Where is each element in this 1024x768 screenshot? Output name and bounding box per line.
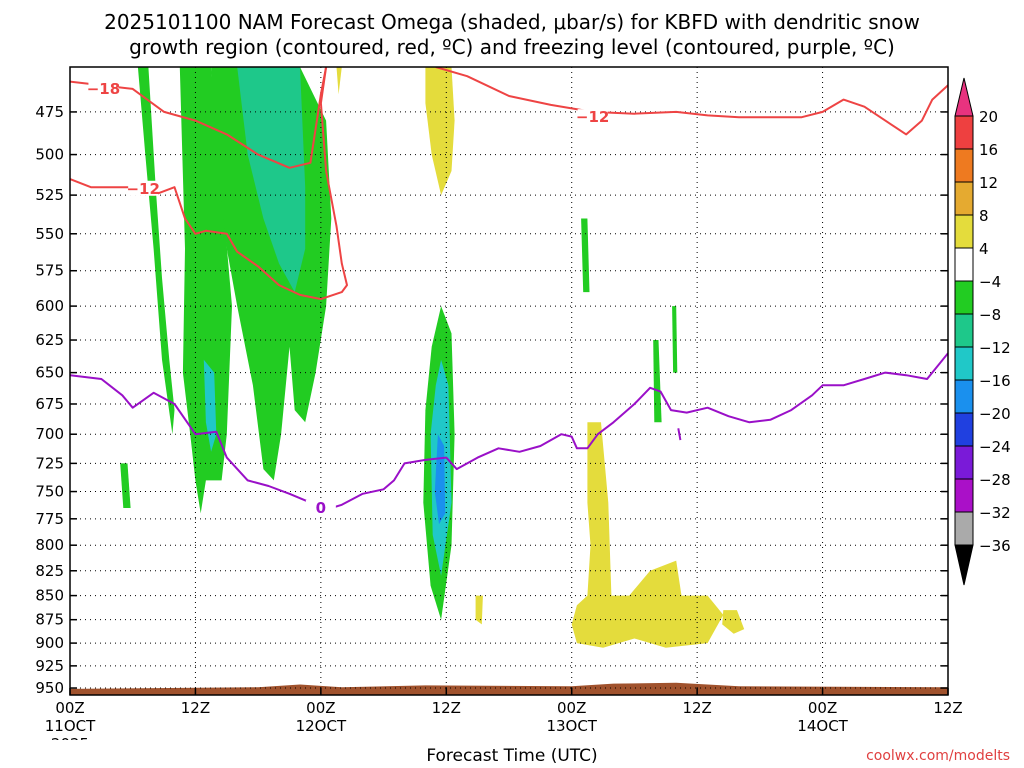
colorbar-label: −8 (979, 306, 1001, 324)
colorbar-label: −20 (979, 405, 1011, 423)
purple-contour-label: 0 (316, 499, 326, 517)
x-tick-label: 12OCT (296, 717, 347, 735)
x-tick-label: 12Z (682, 699, 711, 717)
colorbar-label: −32 (979, 504, 1011, 522)
y-tick-label: 525 (35, 186, 64, 204)
x-tick-label: 00Z (55, 699, 84, 717)
y-tick-label: 700 (35, 425, 64, 443)
colorbar-label: 8 (979, 207, 989, 225)
y-tick-label: 950 (35, 679, 64, 697)
chart-canvas: −18 −12 −12 0 475 500 525 550 575 600 625 650 675 70… (35, 66, 1011, 740)
y-tick-label: 825 (35, 562, 64, 580)
x-tick-label: 12Z (933, 699, 962, 717)
x-tick-label: 12Z (181, 699, 210, 717)
red-contour-label: −18 (87, 80, 120, 98)
purple-contour-1 (677, 428, 682, 441)
x-tick-label: 2025 (51, 735, 89, 740)
y-tick-label: 650 (35, 364, 64, 382)
purple-contour-0 (70, 352, 948, 509)
red-contour-0 (70, 67, 328, 169)
colorbar-label: −16 (979, 372, 1011, 390)
x-tick-label: 12Z (432, 699, 461, 717)
x-tick-label: 11OCT (45, 717, 96, 735)
colorbar-label: 20 (979, 108, 998, 126)
omega-region-5 (120, 463, 131, 508)
omega-region-4 (203, 359, 217, 452)
plot-frame (69, 66, 949, 696)
y-tick-label: 850 (35, 587, 64, 605)
colorbar-segment (954, 148, 974, 183)
terrain-fill (70, 682, 948, 695)
colorbar-segment (954, 511, 974, 546)
colorbar-bottom-arrow (954, 544, 974, 586)
colorbar-segment (954, 247, 974, 282)
colorbar-segment (954, 478, 974, 513)
colorbar-segment (954, 214, 974, 249)
colorbar-label: 12 (979, 174, 998, 192)
x-tick-label: 00Z (306, 699, 335, 717)
red-contour-label-bg (128, 180, 159, 196)
red-contour-label: −12 (576, 108, 609, 126)
y-tick-label: 875 (35, 611, 64, 629)
colorbar-label: −12 (979, 339, 1011, 357)
colorbar-segment (954, 280, 974, 315)
colorbar-segment (954, 412, 974, 447)
colorbar-label: 16 (979, 141, 998, 159)
colorbar-label: 4 (979, 240, 989, 258)
y-tick-label: 900 (35, 634, 64, 652)
x-tick-label: 14OCT (797, 717, 848, 735)
colorbar-segment (954, 313, 974, 348)
x-axis-label: Forecast Time (UTC) (426, 746, 598, 766)
purple-contour-label-bg (305, 500, 336, 516)
colorbar-top-arrow (954, 77, 974, 117)
y-tick-label: 475 (35, 103, 64, 121)
omega-region-12 (581, 218, 590, 293)
omega-region-0 (137, 67, 175, 435)
red-contour-label: −12 (126, 180, 159, 198)
y-tick-label: 575 (35, 262, 64, 280)
omega-region-16 (672, 306, 678, 373)
x-tick-label: 13OCT (546, 717, 597, 735)
y-tick-label: 500 (35, 146, 64, 164)
y-tick-label: 750 (35, 483, 64, 501)
omega-region-3 (237, 67, 306, 293)
omega-region-11 (475, 595, 483, 625)
y-tick-label: 600 (35, 297, 64, 315)
y-tick-label: 550 (35, 225, 64, 243)
chart-title-line-2: growth region (contoured, red, ºC) and f… (129, 35, 895, 59)
colorbar-label: −4 (979, 273, 1001, 291)
colorbar-segment (954, 181, 974, 216)
x-tick-label: 00Z (808, 699, 837, 717)
x-tick-label: 00Z (557, 699, 586, 717)
colorbar-segment (954, 379, 974, 414)
y-tick-label: 800 (35, 536, 64, 554)
y-tick-label: 675 (35, 395, 64, 413)
colorbar-segment (954, 445, 974, 480)
omega-region-7 (425, 67, 455, 196)
colorbar-label: −28 (979, 471, 1011, 489)
y-tick-label: 775 (35, 510, 64, 528)
source-credit: coolwx.com/modelts (866, 748, 1010, 764)
colorbar-segment (954, 346, 974, 381)
plot-area: −18 −12 −12 0 (70, 67, 948, 695)
y-tick-label: 725 (35, 454, 64, 472)
omega-region-1 (179, 67, 232, 514)
red-contour-label-bg (88, 80, 119, 96)
omega-region-14 (722, 610, 745, 634)
colorbar-segment (954, 115, 974, 150)
red-contour-2 (435, 67, 948, 136)
omega-region-6 (336, 67, 342, 95)
chart-title-line-1: 2025101100 NAM Forecast Omega (shaded, μ… (104, 10, 920, 34)
omega-region-15 (653, 340, 662, 423)
colorbar-label: −36 (979, 537, 1011, 555)
omega-region-10 (434, 434, 446, 525)
y-tick-label: 925 (35, 657, 64, 675)
colorbar-label: −24 (979, 438, 1011, 456)
omega-region-13 (571, 422, 724, 648)
red-contour-label-bg (577, 109, 608, 125)
y-tick-label: 625 (35, 331, 64, 349)
